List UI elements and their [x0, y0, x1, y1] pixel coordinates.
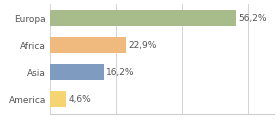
Text: 4,6%: 4,6% — [68, 95, 91, 104]
Text: 22,9%: 22,9% — [129, 41, 157, 50]
Bar — [50, 37, 126, 53]
Text: 16,2%: 16,2% — [106, 68, 135, 77]
Bar — [50, 64, 104, 80]
Bar — [50, 10, 235, 27]
Bar — [50, 91, 66, 107]
Text: 56,2%: 56,2% — [238, 14, 267, 23]
